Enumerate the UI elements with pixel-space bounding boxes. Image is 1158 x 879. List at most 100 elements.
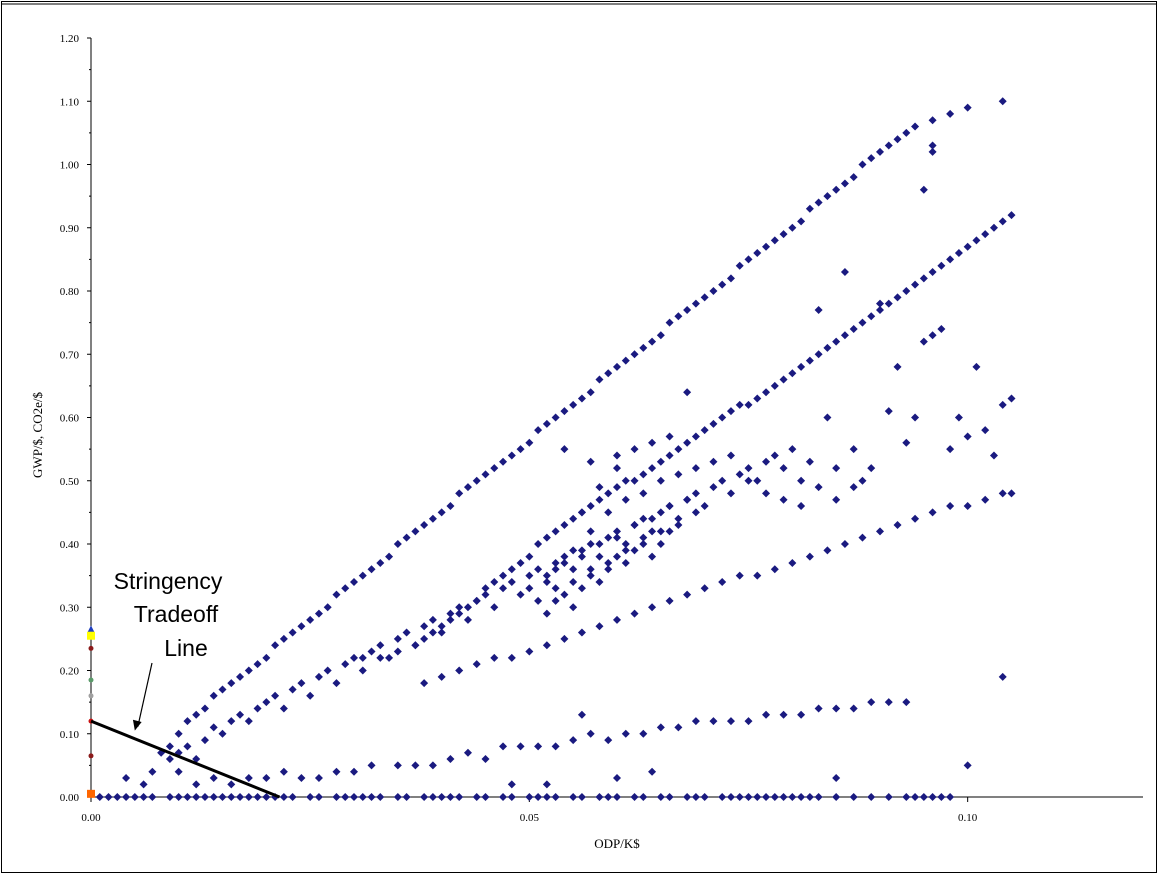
data-point: [209, 793, 218, 801]
data-point: [507, 577, 516, 586]
data-point: [613, 527, 621, 536]
data-point: [595, 495, 604, 504]
data-point: [279, 634, 288, 643]
annotation-line-3: Line: [164, 635, 207, 661]
data-point: [218, 729, 227, 738]
data-point: [306, 691, 315, 700]
data-point: [911, 413, 920, 422]
data-point: [630, 350, 639, 359]
data-point: [946, 793, 955, 801]
data-point: [446, 793, 455, 801]
annotation-arrow: [137, 662, 153, 727]
data-point: [499, 571, 508, 580]
data-point: [393, 761, 402, 770]
data-point: [683, 495, 692, 504]
data-point: [674, 470, 683, 479]
data-point: [691, 793, 700, 801]
data-point: [639, 533, 648, 542]
data-point: [639, 729, 648, 738]
y-axis-title: GWP/$, CO2e/$: [30, 392, 45, 478]
data-point: [507, 653, 516, 662]
data-point: [420, 634, 429, 643]
data-point: [884, 299, 893, 308]
data-point: [551, 527, 560, 536]
data-point: [604, 489, 613, 498]
data-point: [314, 672, 323, 681]
data-point: [902, 128, 911, 137]
data-point: [753, 249, 762, 258]
data-point: [367, 793, 376, 801]
data-point: [332, 590, 341, 599]
data-point: [455, 489, 464, 498]
data-point: [709, 483, 718, 492]
data-point: [534, 565, 543, 574]
data-point: [148, 767, 157, 776]
data-point: [586, 571, 595, 580]
data-point: [227, 717, 236, 726]
data-point: [104, 793, 113, 801]
data-point: [805, 204, 814, 213]
data-point: [227, 679, 236, 688]
data-point: [586, 527, 595, 536]
data-point: [595, 375, 604, 384]
data-point: [577, 584, 586, 593]
data-point: [893, 362, 902, 371]
data-point: [919, 185, 928, 194]
data-point: [139, 780, 148, 789]
data-point: [832, 704, 841, 713]
data-point: [262, 793, 271, 801]
data-point: [691, 299, 700, 308]
data-point: [639, 514, 648, 523]
data-point: [516, 558, 525, 567]
data-point: [613, 615, 621, 624]
data-point: [718, 577, 727, 586]
data-point: [735, 261, 744, 270]
data-point: [656, 527, 665, 536]
data-point: [902, 698, 911, 707]
data-point: [437, 508, 446, 517]
data-point: [797, 217, 806, 226]
data-point: [928, 141, 937, 150]
data-point: [314, 774, 323, 783]
data-point: [805, 552, 814, 561]
data-point: [656, 723, 665, 732]
data-point: [648, 603, 657, 612]
data-point: [613, 362, 621, 371]
data-point: [200, 793, 209, 801]
data-point: [762, 489, 771, 498]
data-point: [683, 793, 692, 801]
data-point: [797, 362, 806, 371]
y-axis: 0.00 0.10 0.20 0.30 0.40 0.50 0.60 0.70 0.80 0.90…: [60, 33, 92, 804]
data-point: [753, 793, 762, 801]
y-tick-label: 0.70: [60, 349, 80, 361]
data-point: [542, 533, 551, 542]
data-point: [928, 793, 937, 801]
data-point: [244, 793, 253, 801]
data-point: [674, 723, 683, 732]
data-point: [709, 419, 718, 428]
data-point: [665, 793, 674, 801]
data-point: [376, 641, 385, 650]
data-point: [753, 476, 762, 485]
data-point: [946, 255, 955, 264]
data-point: [560, 445, 569, 454]
data-point: [314, 609, 323, 618]
data-point: [332, 793, 341, 801]
y-tick-label: 0.30: [60, 602, 80, 614]
data-point: [569, 546, 578, 555]
data-point: [621, 495, 630, 504]
data-point: [183, 717, 192, 726]
y-tick-label: 0.10: [60, 729, 80, 741]
data-point: [648, 337, 657, 346]
data-point: [437, 622, 446, 631]
data-point: [437, 672, 446, 681]
data-point: [981, 230, 990, 239]
data-point: [788, 223, 797, 232]
data-point: [279, 767, 288, 776]
data-point: [244, 774, 253, 783]
data-point: [770, 565, 779, 574]
data-point: [840, 268, 849, 277]
data-point: [560, 590, 569, 599]
data-point: [735, 400, 744, 409]
data-point: [753, 571, 762, 580]
